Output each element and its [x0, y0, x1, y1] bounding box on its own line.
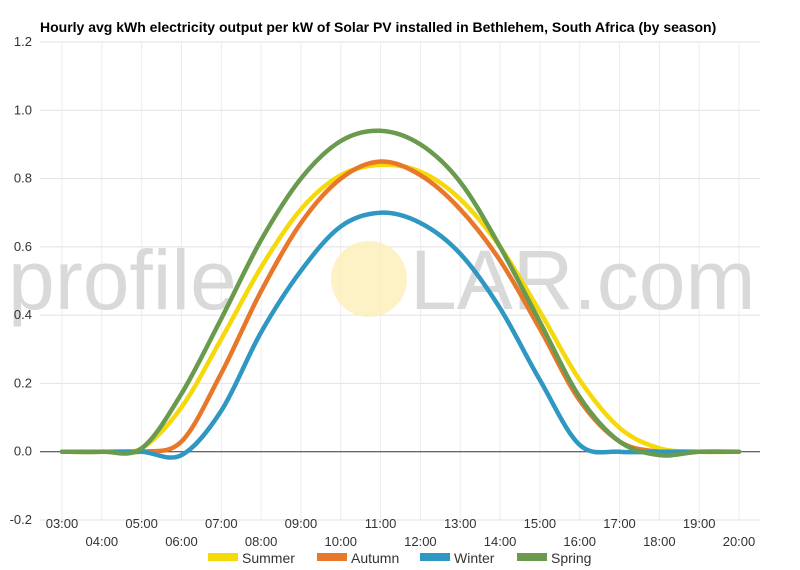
y-tick-label: -0.2 — [10, 512, 32, 527]
legend: Summer Autumn Winter Spring — [208, 550, 591, 566]
x-tick-label: 09:00 — [285, 516, 318, 531]
legend-swatch-summer — [208, 553, 238, 561]
chart-title: Hourly avg kWh electricity output per kW… — [40, 19, 717, 35]
watermark: profile LAR.com — [8, 233, 755, 327]
x-tick-label: 05:00 — [125, 516, 158, 531]
series-layer — [59, 128, 742, 460]
x-tick-label: 18:00 — [643, 534, 676, 549]
y-tick-label: 1.0 — [14, 102, 32, 117]
y-tick-label: 0.6 — [14, 239, 32, 254]
x-tick-label: 14:00 — [484, 534, 517, 549]
watermark-sun-icon — [331, 241, 407, 317]
x-tick-label: 15:00 — [524, 516, 557, 531]
legend-label-spring: Spring — [551, 550, 591, 566]
grid-layer — [40, 41, 760, 521]
y-tick-label: 0.0 — [14, 444, 32, 459]
series-line-spring — [59, 128, 742, 458]
x-tick-label: 12:00 — [404, 534, 437, 549]
y-tick-label: 0.2 — [14, 375, 32, 390]
y-tick-label: 0.4 — [14, 307, 32, 322]
x-tick-label: 19:00 — [683, 516, 716, 531]
x-tick-label: 13:00 — [444, 516, 477, 531]
x-tick-label: 07:00 — [205, 516, 238, 531]
x-tick-label: 10:00 — [324, 534, 357, 549]
x-tick-label: 20:00 — [723, 534, 756, 549]
legend-label-winter: Winter — [454, 550, 495, 566]
legend-swatch-spring — [517, 553, 547, 561]
x-tick-label: 17:00 — [603, 516, 636, 531]
x-tick-label: 04:00 — [86, 534, 119, 549]
x-tick-label: 08:00 — [245, 534, 278, 549]
legend-swatch-autumn — [317, 553, 347, 561]
watermark-right-text: LAR.com — [410, 233, 755, 327]
x-tick-label: 11:00 — [365, 516, 397, 531]
x-tick-label: 03:00 — [46, 516, 79, 531]
axis-layer: -0.2 0.0 0.2 0.4 0.6 0.8 1.0 1.2 03:00 04:00 05:00… — [10, 34, 760, 549]
x-tick-label: 16:00 — [563, 534, 596, 549]
legend-swatch-winter — [420, 553, 450, 561]
series-line-winter — [59, 210, 742, 460]
legend-label-summer: Summer — [242, 550, 295, 566]
legend-label-autumn: Autumn — [351, 550, 399, 566]
x-tick-label: 06:00 — [165, 534, 198, 549]
y-tick-label: 0.8 — [14, 171, 32, 186]
y-tick-label: 1.2 — [14, 34, 32, 49]
watermark-left-text: profile — [8, 233, 237, 327]
